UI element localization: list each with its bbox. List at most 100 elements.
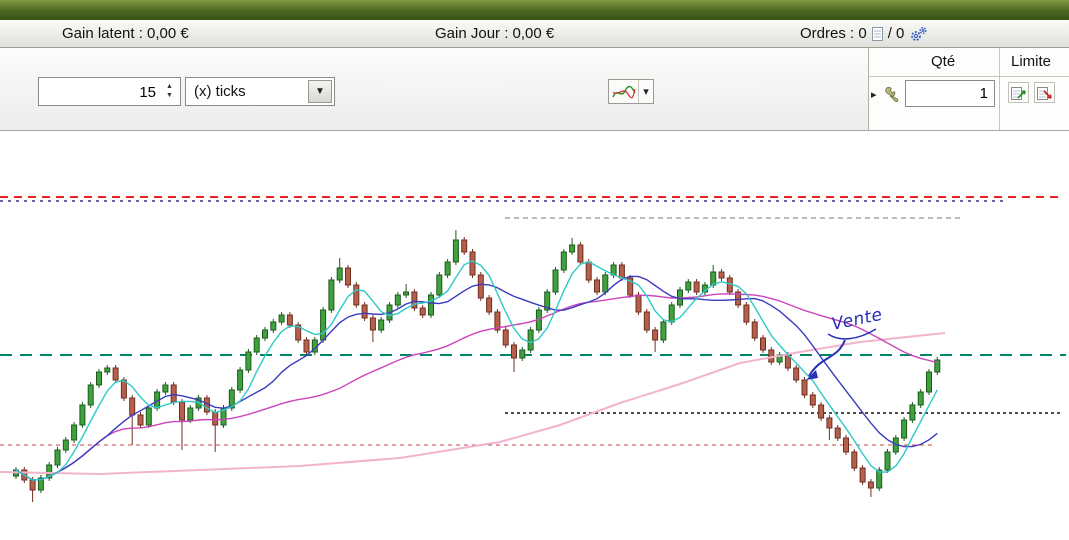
candle (577, 244, 584, 263)
order-panel-header-divider (869, 76, 1069, 77)
candle (843, 437, 849, 453)
candle (245, 351, 252, 371)
candle (137, 414, 144, 426)
candle (336, 267, 343, 281)
candle (353, 284, 360, 306)
candle (212, 411, 219, 426)
wrench-icon (884, 86, 898, 102)
candle (37, 477, 44, 491)
candle (278, 314, 285, 323)
main-toolbar: ▲ ▼ (x) ticks ▼ ▾ Qté Limite (0, 48, 1069, 131)
candle (643, 311, 650, 331)
candle (560, 251, 567, 271)
order-panel: Qté Limite ▸ (868, 48, 1069, 130)
limit-sell-icon (1036, 86, 1052, 100)
limit-buy-icon (1010, 86, 1026, 100)
candle (54, 449, 61, 466)
candle (826, 417, 833, 429)
chart-style-icon (609, 80, 639, 103)
price-chart[interactable]: Vente (0, 131, 1069, 540)
interval-spinner-arrows[interactable]: ▲ ▼ (162, 79, 177, 104)
candle (917, 391, 924, 406)
candle (46, 464, 53, 479)
candle (145, 407, 152, 426)
chevron-down-icon: ▾ (643, 86, 649, 98)
candle (378, 319, 385, 331)
candle (735, 291, 742, 306)
vente-arrowhead-icon (806, 370, 818, 380)
candle (809, 394, 816, 406)
candle (112, 367, 119, 381)
candle (511, 344, 517, 359)
candle (527, 329, 534, 351)
candle (569, 244, 576, 253)
candle (411, 291, 418, 309)
candle (926, 371, 932, 393)
limit-buy-button[interactable] (1008, 82, 1029, 103)
candle (884, 451, 891, 471)
status-gain-latent: Gain latent : 0,00 € (62, 20, 189, 47)
candle (668, 304, 675, 323)
qty-header: Qté (931, 53, 956, 70)
ordres-text: Ordres : 0 (800, 25, 867, 42)
chart-style-button[interactable]: ▾ (608, 79, 654, 104)
order-settings-button[interactable] (882, 85, 901, 104)
candle (901, 419, 908, 439)
quantity-input[interactable] (905, 80, 995, 107)
candle (544, 291, 551, 311)
candle (29, 479, 36, 491)
vente-annotation: Vente (806, 305, 884, 380)
candle (394, 294, 401, 306)
orders-gears-icon[interactable] (909, 26, 928, 42)
candle (876, 469, 883, 489)
candle (262, 329, 268, 339)
candle (660, 321, 667, 341)
candle (618, 264, 625, 279)
candle (419, 307, 426, 316)
panel-expand-icon[interactable]: ▸ (871, 89, 877, 101)
candle (909, 404, 916, 421)
gain-latent-text: Gain latent : 0,00 € (62, 25, 189, 42)
candle (71, 424, 78, 441)
interval-spinner[interactable]: ▲ ▼ (38, 77, 181, 107)
interval-unit-combo[interactable]: (x) ticks ▼ (185, 77, 335, 106)
interval-value-input[interactable] (94, 78, 158, 107)
candle (270, 321, 277, 331)
candle (486, 297, 493, 313)
candle (743, 304, 750, 323)
candle (179, 401, 185, 421)
spin-up-icon[interactable]: ▲ (166, 82, 173, 90)
candle (253, 337, 260, 353)
status-bar: Gain latent : 0,00 € Gain Jour : 0,00 € … (0, 20, 1069, 48)
candle (760, 337, 766, 351)
status-ordres: Ordres : 0 / 0 (800, 20, 928, 47)
candle (345, 267, 351, 286)
candle (934, 359, 941, 373)
candle (627, 277, 634, 296)
ma-magenta (15, 293, 938, 481)
candle (162, 384, 169, 393)
chart-area[interactable]: Vente (0, 131, 1069, 540)
chart-style-dropdown-button[interactable]: ▾ (639, 80, 653, 103)
candle (452, 239, 459, 263)
candle (361, 304, 368, 319)
gain-jour-text: Gain Jour : 0,00 € (435, 25, 555, 42)
window-top-band (0, 0, 1069, 20)
interval-unit-dropdown-button[interactable]: ▼ (308, 80, 332, 103)
candle (87, 384, 94, 406)
candle (428, 294, 434, 316)
candle (96, 371, 102, 386)
candle (286, 314, 293, 326)
candle (793, 367, 800, 381)
orders-document-icon[interactable] (871, 26, 883, 41)
spin-down-icon[interactable]: ▼ (166, 91, 173, 99)
candle (129, 397, 136, 416)
candle (693, 281, 700, 293)
candle (461, 239, 468, 253)
ma-cyan (15, 260, 938, 481)
ma-blue (15, 275, 938, 481)
candle (652, 329, 659, 341)
candle (436, 274, 443, 296)
limit-sell-button[interactable] (1034, 82, 1055, 103)
